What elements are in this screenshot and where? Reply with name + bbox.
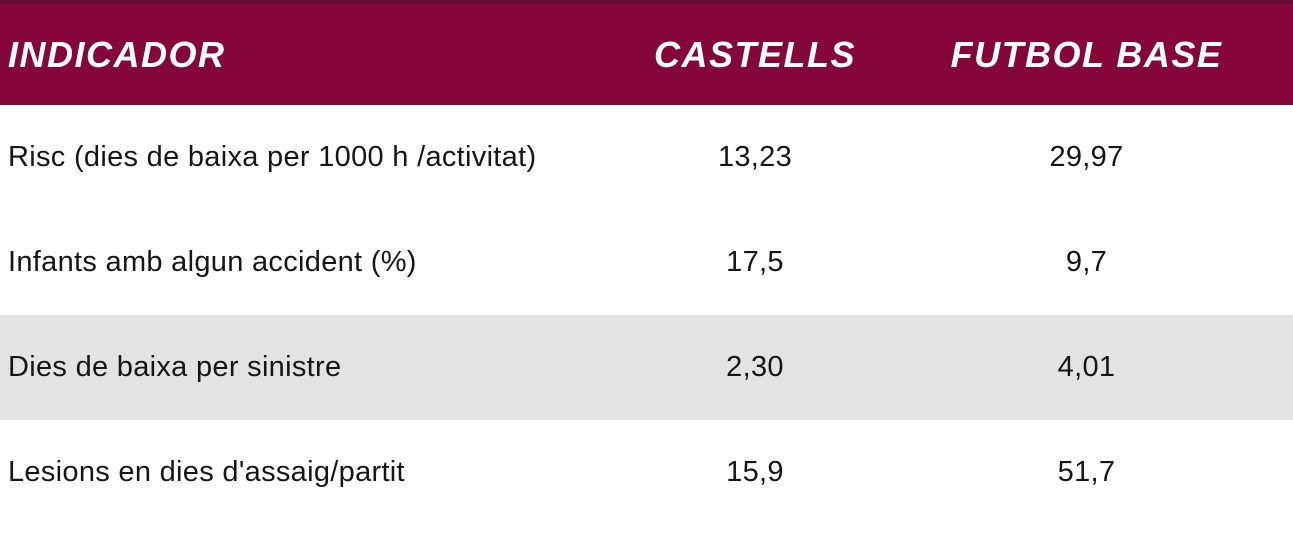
row-indicator-label: Risc (dies de baixa per 1000 h /activita… [8, 141, 537, 173]
futbol-base-value: 51,7 [1057, 456, 1116, 488]
castells-value: 15,9 [726, 456, 784, 488]
row-indicator-label: Infants amb algun accident (%) [8, 246, 417, 278]
table-header-row: INDICADOR CASTELLS FUTBOL BASE [0, 0, 1293, 105]
table-row: Risc (dies de baixa per 1000 h /activita… [0, 105, 1293, 210]
table-body: Risc (dies de baixa per 1000 h /activita… [0, 105, 1293, 525]
futbol-base-value: 29,97 [1049, 141, 1124, 173]
castells-value: 17,5 [726, 246, 784, 278]
table-row: Dies de baixa per sinistre 2,30 4,01 [0, 315, 1293, 420]
column-header-castells: CASTELLS [653, 33, 856, 75]
table-row: Lesions en dies d'assaig/partit 15,9 51,7 [0, 420, 1293, 525]
table-row: Infants amb algun accident (%) 17,5 9,7 [0, 210, 1293, 315]
row-indicator-label: Lesions en dies d'assaig/partit [8, 456, 405, 488]
futbol-base-value: 9,7 [1065, 246, 1108, 278]
row-indicator-label: Dies de baixa per sinistre [8, 351, 342, 383]
column-header-futbol-base: FUTBOL BASE [950, 33, 1223, 75]
futbol-base-value: 4,01 [1057, 351, 1116, 383]
castells-value: 13,23 [717, 141, 793, 173]
castells-value: 2,30 [726, 351, 784, 383]
column-header-indicador: INDICADOR [8, 33, 226, 75]
